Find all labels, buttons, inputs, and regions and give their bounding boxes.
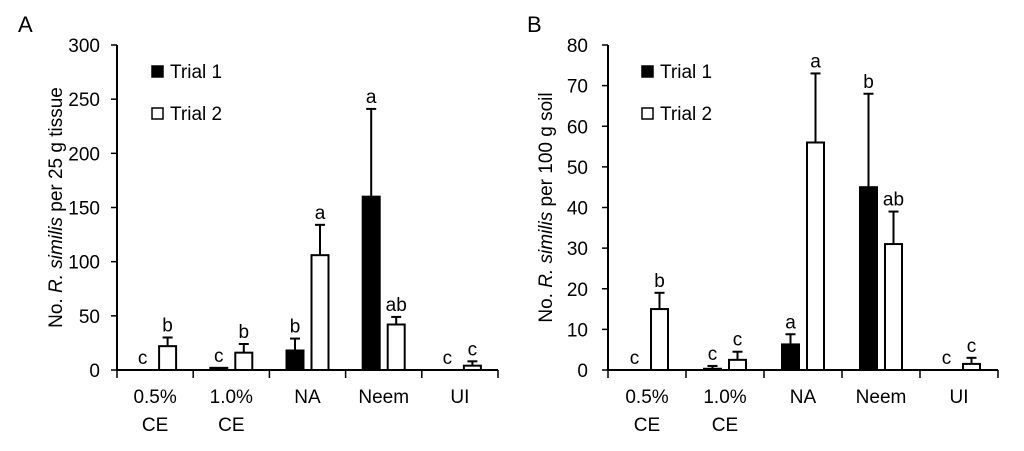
y-tick-label: 150 bbox=[68, 199, 100, 220]
significance-letter: c bbox=[468, 339, 478, 360]
significance-letter: c bbox=[733, 330, 743, 351]
significance-letter: c bbox=[708, 344, 718, 365]
significance-letter: a bbox=[315, 203, 326, 224]
y-tick-label: 70 bbox=[567, 77, 588, 98]
x-tick-label: CE bbox=[142, 415, 168, 436]
significance-letter: b bbox=[290, 317, 301, 338]
significance-letter: c bbox=[630, 348, 640, 369]
bar-trial-2 bbox=[310, 254, 330, 372]
significance-letter: c bbox=[967, 336, 977, 357]
bar-trial-2 bbox=[234, 351, 254, 371]
legend-label: Trial 1 bbox=[170, 62, 222, 83]
bar-trial-1 bbox=[859, 186, 878, 371]
significance-letter: ab bbox=[883, 190, 904, 211]
significance-letter: b bbox=[654, 271, 665, 292]
bar-trial-2 bbox=[386, 323, 406, 371]
y-tick-label: 200 bbox=[68, 144, 100, 165]
significance-letter: a bbox=[366, 87, 377, 108]
significance-letter: b bbox=[239, 322, 250, 343]
y-tick-label: 60 bbox=[567, 117, 588, 138]
legend-label: Trial 1 bbox=[660, 62, 712, 83]
x-tick-label: Neem bbox=[856, 387, 907, 408]
bar-trial-2 bbox=[728, 358, 747, 371]
bar-trial-2 bbox=[158, 345, 178, 371]
y-tick-label: 30 bbox=[567, 239, 588, 260]
y-tick-label: 10 bbox=[567, 320, 588, 341]
significance-letter: c bbox=[942, 348, 952, 369]
bar-trial-1 bbox=[781, 343, 800, 371]
significance-letter: ab bbox=[386, 295, 407, 316]
x-tick-label: UI bbox=[450, 387, 469, 408]
x-tick-label: NA bbox=[790, 387, 817, 408]
x-tick-label: 1.0% bbox=[210, 387, 253, 408]
x-tick-label: CE bbox=[712, 415, 738, 436]
legend-swatch bbox=[151, 65, 164, 78]
y-tick-label: 0 bbox=[89, 361, 100, 382]
x-tick-label: CE bbox=[218, 415, 244, 436]
y-tick-label: 80 bbox=[567, 36, 588, 57]
legend-label: Trial 2 bbox=[170, 104, 222, 125]
significance-letter: b bbox=[863, 72, 874, 93]
panel-label: A bbox=[18, 12, 33, 37]
x-tick-label: UI bbox=[950, 387, 969, 408]
bar-trial-1 bbox=[361, 195, 381, 371]
legend-swatch bbox=[151, 107, 164, 120]
y-axis-label: No. R. similis per 100 g soil bbox=[536, 92, 557, 322]
y-tick-label: 20 bbox=[567, 280, 588, 301]
x-tick-label: 1.0% bbox=[703, 387, 746, 408]
bar-trial-2 bbox=[462, 364, 482, 371]
y-tick-label: 250 bbox=[68, 90, 100, 111]
significance-letter: b bbox=[162, 316, 173, 337]
y-tick-label: 50 bbox=[79, 307, 100, 328]
bar-trial-1 bbox=[209, 366, 229, 372]
bar-trial-2 bbox=[962, 362, 981, 371]
legend-swatch bbox=[641, 65, 654, 78]
bar-trial-2 bbox=[884, 243, 903, 371]
y-tick-label: 100 bbox=[68, 253, 100, 274]
significance-letter: c bbox=[443, 348, 453, 369]
panel-label: B bbox=[527, 12, 542, 37]
significance-letter: c bbox=[214, 346, 224, 367]
y-axis-label: No. R. similis per 25 g tissue bbox=[46, 87, 67, 328]
panel-A: A 0 50 100 150 200 250 300 No. R. similis per 25… bbox=[18, 12, 499, 436]
y-tick-label: 40 bbox=[567, 199, 588, 220]
significance-letter: a bbox=[810, 51, 821, 72]
x-tick-label: CE bbox=[634, 415, 660, 436]
legend-swatch bbox=[641, 107, 654, 120]
x-tick-label: 0.5% bbox=[625, 387, 668, 408]
bar-trial-1 bbox=[703, 367, 722, 371]
bar-trial-2 bbox=[650, 308, 669, 371]
y-tick-label: 0 bbox=[577, 361, 588, 382]
significance-letter: a bbox=[785, 312, 796, 333]
bar-trial-1 bbox=[285, 349, 305, 371]
x-tick-label: 0.5% bbox=[133, 387, 176, 408]
bar-trial-2 bbox=[806, 141, 825, 371]
legend-label: Trial 2 bbox=[660, 104, 712, 125]
x-tick-label: NA bbox=[294, 387, 321, 408]
significance-letter: c bbox=[138, 348, 148, 369]
x-tick-label: Neem bbox=[358, 387, 409, 408]
y-tick-label: 300 bbox=[68, 36, 100, 57]
panel-B: B 0 10 20 30 40 50 60 70 80 No. R. similis per 100… bbox=[527, 12, 999, 436]
y-tick-label: 50 bbox=[567, 158, 588, 179]
